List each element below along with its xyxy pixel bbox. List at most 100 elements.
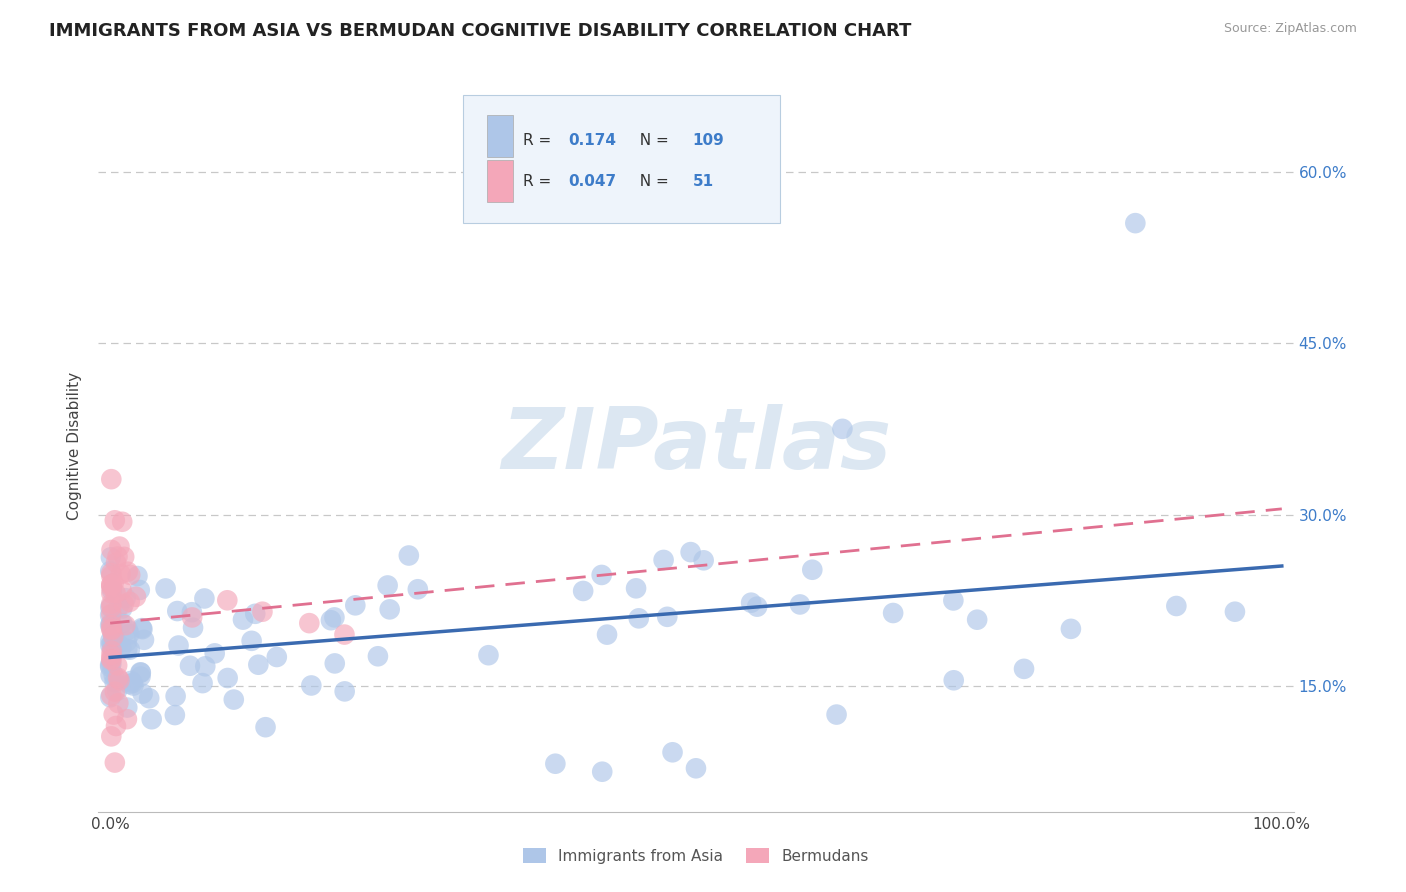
- Point: [323, 610, 346, 624]
- Point: [942, 673, 965, 688]
- Point: [105, 683, 128, 698]
- Point: [167, 639, 190, 653]
- Point: [181, 621, 204, 635]
- Point: [661, 745, 683, 759]
- Point: [117, 623, 139, 637]
- Point: [100, 472, 122, 486]
- Point: [118, 627, 141, 641]
- Point: [98, 618, 121, 632]
- Point: [323, 657, 346, 671]
- Point: [110, 567, 132, 582]
- Point: [232, 613, 254, 627]
- Point: [115, 712, 138, 726]
- Point: [100, 600, 122, 615]
- Point: [194, 659, 217, 673]
- Point: [100, 618, 122, 632]
- Point: [107, 636, 129, 650]
- Point: [193, 591, 215, 606]
- Point: [103, 630, 125, 644]
- Point: [129, 665, 152, 680]
- Point: [100, 578, 122, 592]
- Text: N =: N =: [630, 174, 673, 189]
- Point: [685, 761, 707, 775]
- Point: [128, 582, 150, 597]
- Point: [377, 578, 399, 592]
- Point: [107, 696, 129, 710]
- Point: [104, 631, 127, 645]
- Point: [107, 549, 129, 564]
- Point: [112, 597, 135, 611]
- Point: [98, 608, 121, 623]
- Text: 51: 51: [692, 174, 713, 189]
- Point: [131, 687, 153, 701]
- Point: [131, 622, 153, 636]
- Text: IMMIGRANTS FROM ASIA VS BERMUDAN COGNITIVE DISABILITY CORRELATION CHART: IMMIGRANTS FROM ASIA VS BERMUDAN COGNITI…: [49, 22, 911, 40]
- Point: [100, 543, 122, 558]
- Point: [657, 609, 679, 624]
- Point: [100, 586, 122, 600]
- Y-axis label: Cognitive Disability: Cognitive Disability: [67, 372, 83, 520]
- Point: [252, 605, 274, 619]
- Point: [101, 621, 124, 635]
- Point: [101, 626, 124, 640]
- Point: [100, 730, 122, 744]
- Point: [100, 550, 122, 565]
- Point: [98, 564, 121, 578]
- Text: R =: R =: [523, 133, 555, 148]
- Point: [105, 658, 128, 673]
- Point: [117, 641, 139, 656]
- Point: [100, 668, 122, 682]
- Point: [118, 642, 141, 657]
- Point: [107, 600, 129, 615]
- Point: [831, 422, 853, 436]
- Point: [129, 665, 152, 680]
- Text: R =: R =: [523, 174, 555, 189]
- Text: ZIPatlas: ZIPatlas: [501, 404, 891, 488]
- Text: 0.174: 0.174: [568, 133, 616, 148]
- Point: [100, 569, 122, 583]
- Point: [122, 679, 145, 693]
- FancyBboxPatch shape: [486, 115, 513, 157]
- Point: [101, 583, 124, 598]
- Point: [406, 582, 429, 597]
- Point: [103, 576, 125, 591]
- Point: [624, 582, 647, 596]
- Point: [572, 584, 595, 599]
- Point: [104, 684, 127, 698]
- Point: [111, 601, 134, 615]
- Point: [181, 610, 204, 624]
- Point: [131, 621, 153, 635]
- Point: [266, 650, 288, 665]
- Point: [114, 618, 136, 632]
- Point: [163, 708, 186, 723]
- Point: [120, 673, 142, 688]
- Point: [100, 597, 122, 611]
- Point: [112, 549, 135, 564]
- Point: [100, 688, 122, 702]
- Point: [217, 593, 239, 607]
- Point: [98, 660, 121, 674]
- Point: [627, 611, 650, 625]
- Point: [1060, 622, 1083, 636]
- Point: [747, 599, 769, 614]
- Point: [344, 599, 367, 613]
- Point: [98, 657, 121, 672]
- Point: [298, 616, 321, 631]
- Point: [222, 692, 245, 706]
- Point: [138, 691, 160, 706]
- Point: [121, 676, 143, 690]
- Point: [180, 605, 202, 619]
- Point: [299, 678, 322, 692]
- Point: [652, 553, 675, 567]
- Text: 109: 109: [692, 133, 724, 148]
- FancyBboxPatch shape: [463, 95, 780, 223]
- Point: [789, 598, 811, 612]
- Point: [882, 606, 904, 620]
- Point: [108, 673, 131, 688]
- Point: [679, 545, 702, 559]
- Point: [111, 583, 134, 598]
- Point: [240, 633, 263, 648]
- Point: [801, 563, 824, 577]
- Point: [1166, 599, 1188, 613]
- Point: [591, 764, 613, 779]
